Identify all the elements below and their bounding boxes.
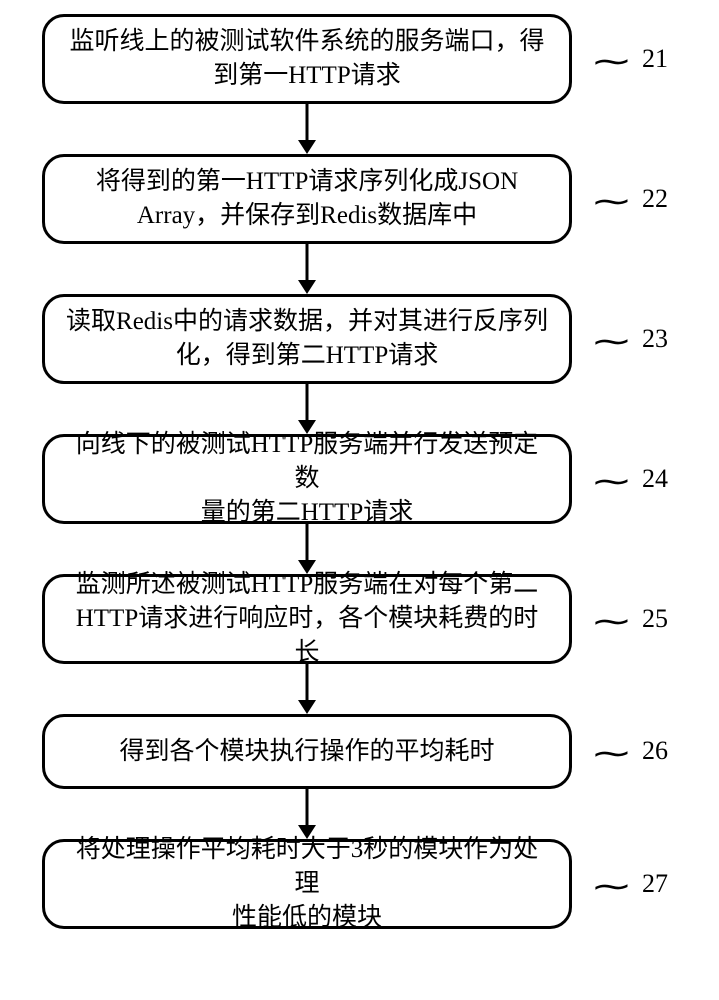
flow-node-text: 将处理操作平均耗时大于3秒的模块作为处理 性能低的模块 <box>65 833 549 934</box>
arrow-n26-n27 <box>289 789 325 839</box>
label-connector: ∼ <box>590 182 633 220</box>
flow-node-n26: 得到各个模块执行操作的平均耗时 <box>42 714 572 789</box>
flow-node-n24: 向线下的被测试HTTP服务端并行发送预定数 量的第二HTTP请求 <box>42 434 572 524</box>
label-connector: ∼ <box>590 734 633 772</box>
arrow-n25-n26 <box>289 664 325 714</box>
flow-node-n25: 监测所述被测试HTTP服务端在对每个第二 HTTP请求进行响应时，各个模块耗费的… <box>42 574 572 664</box>
flowchart-canvas: 监听线上的被测试软件系统的服务端口，得 到第一HTTP请求将得到的第一HTTP请… <box>0 0 719 1000</box>
flow-node-n22: 将得到的第一HTTP请求序列化成JSON Array，并保存到Redis数据库中 <box>42 154 572 244</box>
flow-node-text: 向线下的被测试HTTP服务端并行发送预定数 量的第二HTTP请求 <box>65 428 549 529</box>
arrow-n22-n23 <box>289 244 325 294</box>
label-connector: ∼ <box>590 462 633 500</box>
label-connector: ∼ <box>590 602 633 640</box>
flow-node-n23: 读取Redis中的请求数据，并对其进行反序列 化，得到第二HTTP请求 <box>42 294 572 384</box>
step-label-24: 24 <box>642 464 668 494</box>
flow-node-text: 监测所述被测试HTTP服务端在对每个第二 HTTP请求进行响应时，各个模块耗费的… <box>65 568 549 669</box>
step-label-23: 23 <box>642 324 668 354</box>
arrow-n21-n22 <box>289 104 325 154</box>
flow-node-text: 得到各个模块执行操作的平均耗时 <box>119 735 494 769</box>
arrow-n23-n24 <box>289 384 325 434</box>
flow-node-text: 监听线上的被测试软件系统的服务端口，得 到第一HTTP请求 <box>69 25 544 93</box>
label-connector: ∼ <box>590 322 633 360</box>
step-label-26: 26 <box>642 736 668 766</box>
step-label-22: 22 <box>642 184 668 214</box>
flow-node-n27: 将处理操作平均耗时大于3秒的模块作为处理 性能低的模块 <box>42 839 572 929</box>
flow-node-text: 将得到的第一HTTP请求序列化成JSON Array，并保存到Redis数据库中 <box>96 165 518 233</box>
flow-node-text: 读取Redis中的请求数据，并对其进行反序列 化，得到第二HTTP请求 <box>66 305 548 373</box>
step-label-25: 25 <box>642 604 668 634</box>
step-label-27: 27 <box>642 869 668 899</box>
flow-node-n21: 监听线上的被测试软件系统的服务端口，得 到第一HTTP请求 <box>42 14 572 104</box>
step-label-21: 21 <box>642 44 668 74</box>
arrow-n24-n25 <box>289 524 325 574</box>
label-connector: ∼ <box>590 867 633 905</box>
label-connector: ∼ <box>590 42 633 80</box>
